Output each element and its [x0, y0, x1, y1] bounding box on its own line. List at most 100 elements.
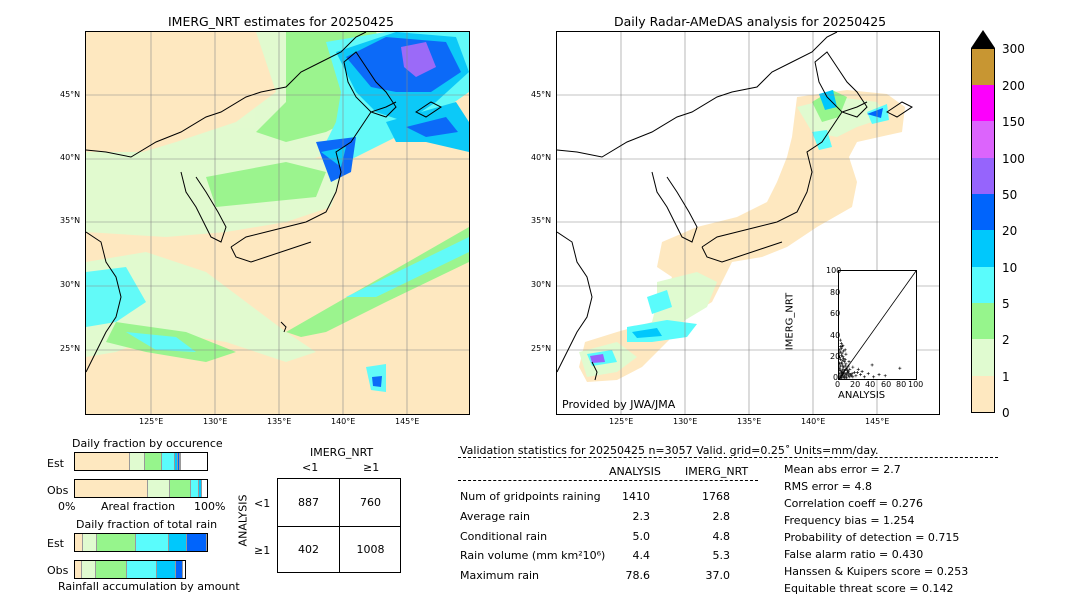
scatter-point — [842, 376, 846, 380]
validation-analysis-value: 1410 — [622, 490, 650, 503]
validation-imerg-value: 2.8 — [712, 510, 731, 523]
fraction-segment — [144, 453, 163, 470]
scatter-point — [866, 372, 870, 376]
validation-row-label: Rain volume (mm km²10⁶) — [460, 549, 606, 562]
occurrence-title: Daily fraction by occurence — [72, 437, 223, 450]
scatter-x-tick: 60 — [881, 380, 892, 389]
contingency-cell-b: 760 — [360, 496, 381, 509]
occurrence-axis-left: 0% — [58, 500, 76, 513]
colorbar-label: 5 — [1002, 297, 1010, 311]
scatter-x-tick: 80 — [896, 380, 907, 389]
scatter-point — [841, 359, 845, 363]
colorbar-label: 2 — [1002, 333, 1010, 347]
right-lon-label: 125°E — [609, 417, 634, 426]
colorbar-label: 1 — [1002, 370, 1010, 384]
validation-imerg-value: 5.3 — [712, 549, 731, 562]
colorbar — [971, 48, 995, 413]
fraction-segment — [168, 534, 188, 551]
scatter-point — [842, 360, 846, 364]
fraction-segment — [187, 534, 207, 551]
fraction-segment — [130, 453, 145, 470]
scatter-point — [844, 352, 848, 356]
contingency-row-label: ≥1 — [254, 544, 271, 557]
colorbar-segment — [972, 303, 994, 339]
fraction-segment — [157, 561, 177, 578]
scatter-point — [839, 347, 843, 351]
right-lat-label: 25°N — [531, 344, 552, 353]
right-lon-label: 140°E — [801, 417, 826, 426]
validation-imerg-value: 4.8 — [712, 530, 731, 543]
left-lat-label: 30°N — [60, 280, 81, 289]
scatter-point — [842, 356, 846, 360]
left-lat-label: 25°N — [60, 344, 81, 353]
left-lat-label: 45°N — [60, 90, 81, 99]
validation-subdivider — [458, 480, 758, 481]
scatter-point — [870, 363, 874, 367]
scatter-point — [848, 375, 852, 379]
contingency-top-label: IMERG_NRT — [310, 446, 374, 459]
colorbar-label: 0 — [1002, 406, 1010, 420]
occurrence-row-label: Est — [47, 457, 64, 470]
fraction-segment — [191, 480, 200, 497]
scatter-y-tick: 60 — [830, 309, 841, 318]
scatter-point — [855, 371, 859, 375]
right-lat-label: 35°N — [531, 216, 552, 225]
right-lon-label: 130°E — [673, 417, 698, 426]
scatter-point — [850, 372, 854, 376]
total-rain-obs-bar — [74, 560, 186, 579]
left-lon-label: 145°E — [395, 417, 420, 426]
fraction-segment — [81, 561, 96, 578]
scatter-point — [846, 369, 850, 373]
total-rain-row-label: Est — [47, 537, 64, 550]
scatter-point — [846, 374, 850, 378]
scatter-point — [840, 369, 844, 373]
validation-divider — [458, 457, 998, 458]
contingency-row-label: <1 — [254, 497, 271, 510]
total-rain-title: Daily fraction of total rain — [76, 518, 218, 531]
fraction-segment — [175, 453, 178, 470]
scatter-point — [841, 364, 845, 368]
scatter-point — [848, 367, 852, 371]
fraction-segment — [97, 534, 136, 551]
score-line: Mean abs error = 2.7 — [784, 463, 901, 476]
scatter-point — [862, 375, 866, 379]
left-lat-label: 35°N — [60, 216, 81, 225]
validation-row-label: Maximum rain — [460, 569, 539, 582]
fraction-segment — [75, 561, 82, 578]
fraction-segment — [147, 480, 171, 497]
fraction-segment — [75, 453, 131, 470]
scatter-point — [845, 373, 849, 377]
scatter-point — [841, 354, 845, 358]
colorbar-label: 10 — [1002, 261, 1018, 275]
scatter-x-label: ANALYSIS — [838, 390, 886, 401]
contingency-cell-d: 1008 — [356, 543, 385, 556]
scatter-point — [877, 373, 881, 377]
scatter-point — [854, 374, 858, 378]
scatter-point — [839, 376, 843, 380]
fraction-segment — [135, 534, 169, 551]
total-rain-row-label: Obs — [47, 564, 69, 577]
scatter-point — [883, 374, 887, 378]
validation-analysis-value: 78.6 — [625, 569, 651, 582]
scatter-x-tick: 0 — [835, 380, 841, 389]
fraction-segment — [162, 453, 176, 470]
occurrence-obs-bar — [74, 479, 208, 498]
scatter-point — [898, 366, 902, 370]
right-lat-label: 40°N — [531, 153, 552, 162]
scatter-x-tick: 40 — [865, 380, 876, 389]
left-lon-label: 140°E — [331, 417, 356, 426]
scatter-point — [872, 375, 876, 379]
total-rain-caption: Rainfall accumulation by amount — [58, 580, 240, 593]
scatter-point — [839, 350, 843, 354]
score-line: Frequency bias = 1.254 — [784, 514, 915, 527]
scatter-y-tick: 40 — [830, 331, 841, 340]
scatter-point — [841, 344, 845, 348]
scatter-point — [851, 375, 855, 379]
fraction-segment — [75, 480, 148, 497]
total-rain-est-bar — [74, 533, 208, 552]
colorbar-segment — [972, 194, 994, 230]
scatter-plot — [837, 270, 917, 380]
scatter-point — [842, 349, 846, 353]
left-lon-label: 125°E — [139, 417, 164, 426]
scatter-point — [859, 373, 863, 377]
